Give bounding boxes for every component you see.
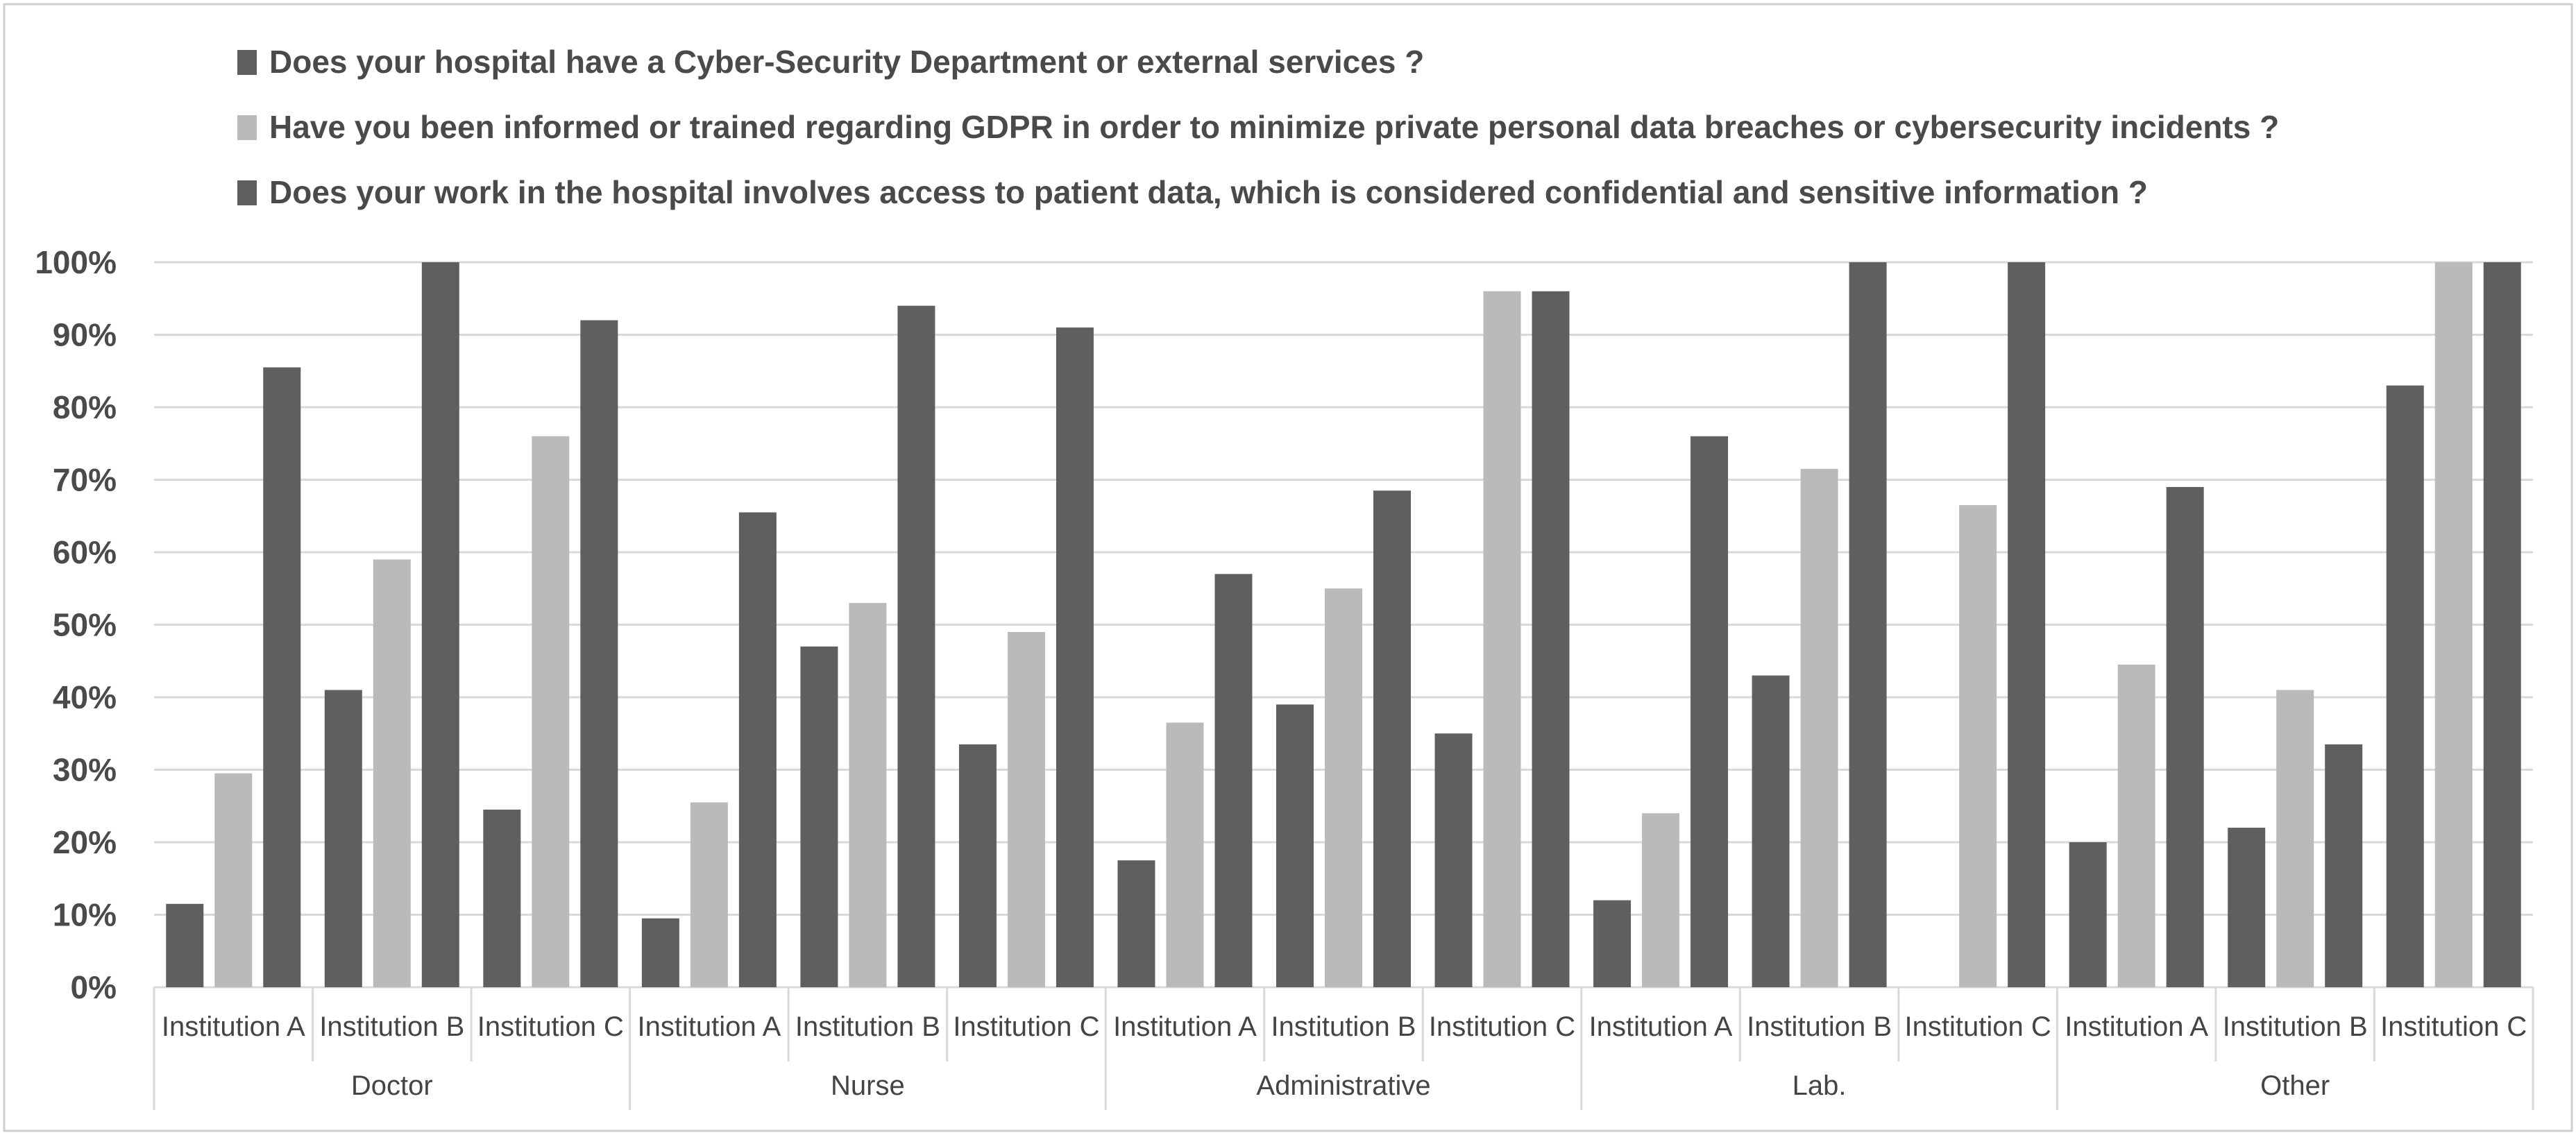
bar bbox=[166, 903, 204, 987]
bar bbox=[324, 690, 362, 987]
x-tick-label: Institution C bbox=[477, 1012, 624, 1042]
legend-label: Does your work in the hospital involves … bbox=[269, 174, 2148, 210]
legend-swatch bbox=[237, 180, 257, 205]
bar bbox=[532, 436, 570, 987]
bar bbox=[2325, 744, 2363, 987]
bar bbox=[580, 320, 618, 988]
bar bbox=[1117, 860, 1155, 987]
bar bbox=[1593, 900, 1632, 987]
bar bbox=[2008, 262, 2046, 987]
bar bbox=[1800, 468, 1838, 987]
x-tick-label: Institution A bbox=[1589, 1012, 1733, 1042]
bar bbox=[2069, 842, 2107, 987]
x-group-label: Nurse bbox=[831, 1070, 905, 1101]
x-tick-label: Institution B bbox=[319, 1012, 464, 1042]
bar bbox=[2117, 664, 2155, 987]
bar bbox=[1007, 631, 1045, 987]
bar bbox=[2386, 385, 2424, 987]
bar bbox=[263, 367, 301, 987]
x-tick-label: Institution A bbox=[2065, 1012, 2208, 1042]
x-tick-label: Institution C bbox=[1905, 1012, 2051, 1042]
bar bbox=[1532, 291, 1570, 987]
x-group-label: Lab. bbox=[1793, 1070, 1847, 1101]
x-group-label: Other bbox=[2260, 1070, 2330, 1101]
bar bbox=[2228, 828, 2266, 987]
x-tick-label: Institution B bbox=[1747, 1012, 1892, 1042]
x-tick-label: Institution A bbox=[162, 1012, 305, 1042]
x-group-label: Administrative bbox=[1256, 1070, 1430, 1101]
bar bbox=[1642, 813, 1680, 987]
y-axis: 0% 10% 20% 30% 40% 50% 60% 70% 80% 90% 100% bbox=[35, 244, 117, 1005]
bar bbox=[2434, 262, 2473, 987]
bar bbox=[849, 603, 887, 987]
bar bbox=[1690, 436, 1729, 987]
y-tick-label: 100% bbox=[35, 244, 117, 280]
bar bbox=[1214, 574, 1253, 987]
bar bbox=[214, 773, 253, 987]
x-axis: Institution A Institution B Institution C I… bbox=[153, 987, 2534, 1110]
x-tick-label: Institution A bbox=[1113, 1012, 1257, 1042]
legend: Does your hospital have a Cyber-Security… bbox=[237, 44, 2279, 210]
x-tick-label: Institution C bbox=[1429, 1012, 1575, 1042]
bar bbox=[2276, 690, 2314, 987]
y-tick-label: 90% bbox=[53, 317, 117, 353]
bar bbox=[1434, 733, 1473, 987]
legend-swatch bbox=[237, 50, 257, 75]
x-tick-label: Institution B bbox=[795, 1012, 940, 1042]
legend-label: Does your hospital have a Cyber-Security… bbox=[269, 44, 1424, 80]
bar bbox=[690, 802, 728, 987]
bar bbox=[641, 918, 679, 987]
bar bbox=[421, 262, 459, 987]
bar bbox=[1373, 490, 1411, 987]
y-tick-label: 60% bbox=[53, 534, 117, 570]
y-tick-label: 70% bbox=[53, 462, 117, 498]
bar bbox=[1849, 262, 1887, 987]
x-group-label: Doctor bbox=[351, 1070, 433, 1101]
bar bbox=[1959, 505, 1997, 987]
bar bbox=[738, 512, 777, 987]
bar bbox=[958, 744, 997, 987]
x-tick-label: Institution B bbox=[1271, 1012, 1416, 1042]
bars bbox=[166, 262, 2521, 988]
y-tick-label: 80% bbox=[53, 389, 117, 425]
legend-swatch bbox=[237, 115, 257, 140]
x-tick-label: Institution C bbox=[953, 1012, 1099, 1042]
bar bbox=[483, 809, 521, 987]
bar bbox=[1325, 588, 1362, 987]
y-tick-label: 0% bbox=[71, 969, 117, 1005]
y-tick-label: 10% bbox=[53, 897, 117, 933]
x-tick-label: Institution C bbox=[2380, 1012, 2527, 1042]
bar bbox=[2483, 262, 2521, 987]
bar bbox=[373, 559, 411, 987]
y-tick-label: 40% bbox=[53, 679, 117, 715]
bar bbox=[1483, 291, 1521, 987]
y-tick-label: 30% bbox=[53, 752, 117, 788]
bar bbox=[1752, 675, 1790, 987]
x-tick-label: Institution B bbox=[2223, 1012, 2368, 1042]
x-tick-label: Institution A bbox=[637, 1012, 781, 1042]
bar bbox=[1166, 722, 1204, 987]
y-tick-label: 50% bbox=[53, 607, 117, 643]
bar bbox=[2166, 486, 2204, 987]
legend-label: Have you been informed or trained regard… bbox=[269, 109, 2279, 145]
bar bbox=[897, 305, 935, 987]
bar bbox=[800, 646, 838, 987]
bar bbox=[1276, 704, 1314, 987]
y-tick-label: 20% bbox=[53, 824, 117, 860]
bar bbox=[1056, 327, 1094, 987]
